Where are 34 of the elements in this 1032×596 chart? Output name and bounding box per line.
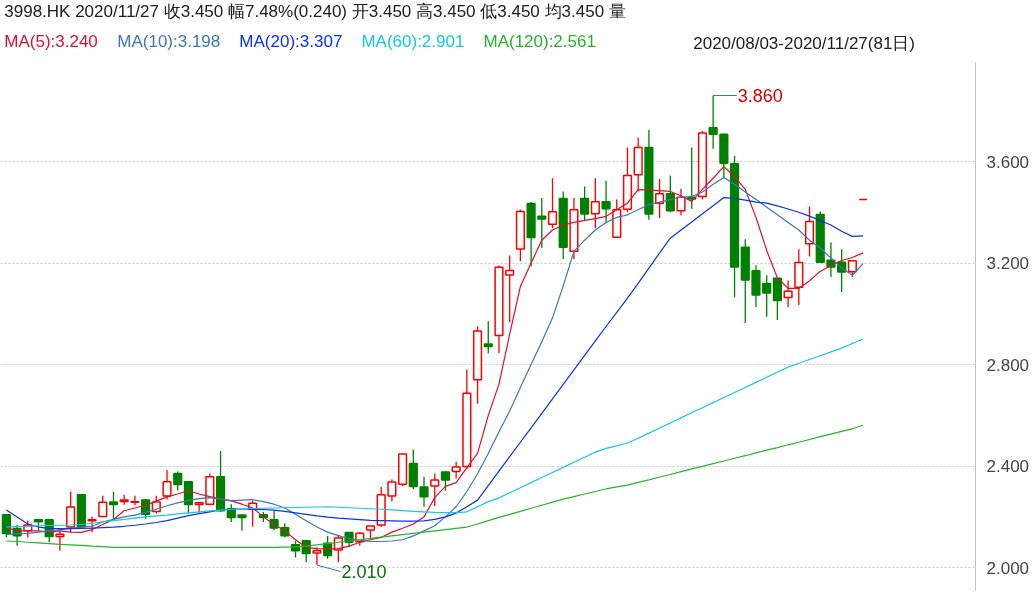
text: MA(10):3.198 (117, 31, 221, 51)
candlestick (108, 491, 119, 521)
candlestick (419, 476, 429, 508)
text: MA(20):3.307 (239, 31, 343, 51)
candlestick (483, 320, 493, 354)
y-tick-label: 3.600 (986, 152, 1030, 172)
candlestick (772, 277, 782, 321)
candlestick (580, 185, 590, 222)
candlestick (173, 470, 183, 492)
text: 2020/08/03-2020/11/27(81日) (693, 33, 916, 53)
y-tick-label: 2.400 (986, 457, 1030, 477)
candlestick (440, 470, 451, 492)
text: MA(120):2.561 (483, 31, 596, 51)
y-tick-label: 2.800 (986, 355, 1030, 375)
candlestick (783, 279, 793, 308)
candlestick (547, 177, 558, 229)
candlestick (66, 491, 76, 534)
chart-title: 3998.HK 2020/11/27 收3.450 幅7.48%(0.240) 开3.450 高3.450 低3.450 均3.450 量 (4, 1, 626, 21)
annotation: 2.010 (341, 561, 387, 582)
candlestick (162, 469, 172, 501)
annotation: 3.860 (737, 86, 783, 106)
candlestick (590, 177, 600, 229)
candlestick (451, 461, 461, 480)
y-tick-label: 3.200 (986, 254, 1030, 274)
candlestick (55, 529, 65, 552)
candlestick (408, 448, 418, 490)
candlestick (430, 472, 440, 507)
text: MA(60):2.901 (361, 31, 465, 51)
candlestick (312, 546, 322, 566)
candlestick (601, 180, 611, 224)
text: MA(5):3.240 (4, 31, 98, 51)
candlestick (98, 495, 108, 518)
y-tick-label: 2.000 (986, 558, 1030, 578)
candlestick (676, 188, 686, 216)
